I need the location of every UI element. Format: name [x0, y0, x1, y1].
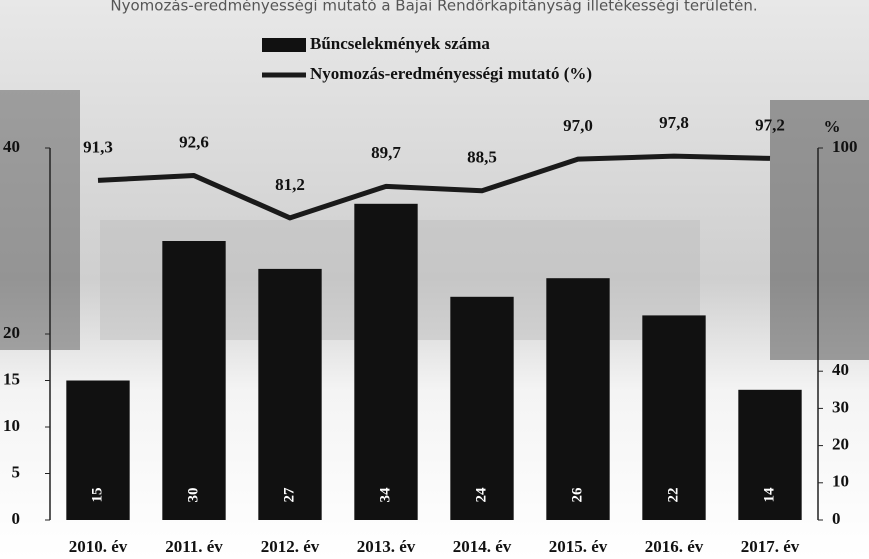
y-tick-label: 40	[3, 137, 20, 156]
x-tick-label: 2011. év	[165, 537, 223, 556]
bar-value-label: 34	[377, 487, 393, 503]
x-tick-label: 2017. év	[741, 537, 800, 556]
line-value-label: 81,2	[275, 175, 305, 194]
y-tick-label: 15	[3, 369, 20, 388]
bar	[642, 315, 706, 520]
chart-title: Nyomozás-eredményességi mutató a Bajai R…	[110, 0, 757, 15]
y2-axis-label: %	[824, 117, 841, 136]
line-value-label: 91,3	[83, 137, 113, 156]
bar	[354, 203, 418, 521]
y2-tick-label: 0	[832, 509, 841, 528]
tree-shape	[0, 90, 80, 350]
x-tick-label: 2013. év	[357, 537, 416, 556]
y2-tick-label: 20	[832, 435, 849, 454]
y-tick-label: 0	[12, 509, 21, 528]
y2-tick-label: 40	[832, 360, 849, 379]
x-tick-label: 2012. év	[261, 537, 320, 556]
y-tick-label: 20	[3, 323, 20, 342]
y2-tick-label: 10	[832, 472, 849, 491]
x-tick-label: 2016. év	[645, 537, 704, 556]
line-value-label: 97,0	[563, 116, 593, 135]
tree-shape	[770, 100, 869, 360]
x-tick-label: 2014. év	[453, 537, 512, 556]
bar-value-label: 27	[281, 487, 297, 503]
bar	[66, 380, 130, 520]
bar	[162, 241, 226, 520]
bar	[258, 268, 322, 520]
bar-value-label: 24	[473, 487, 489, 503]
bar-value-label: 30	[185, 488, 201, 503]
y-tick-label: 10	[3, 416, 20, 435]
legend-label: Nyomozás-eredményességi mutató (%)	[310, 64, 592, 83]
x-tick-label: 2015. év	[549, 537, 608, 556]
bar-value-label: 26	[569, 487, 585, 503]
line-value-label: 97,8	[659, 113, 689, 132]
line-value-label: 97,2	[755, 115, 785, 134]
line	[97, 153, 771, 221]
x-tick-label: 2010. év	[69, 537, 128, 556]
line-value-label: 88,5	[467, 148, 497, 167]
bar-value-label: 15	[89, 488, 105, 503]
legend-swatch	[262, 38, 306, 52]
y2-tick-label: 30	[832, 397, 849, 416]
legend-label: Bűncselekmények száma	[310, 34, 490, 53]
bar-value-label: 14	[761, 487, 777, 503]
line-value-label: 92,6	[179, 132, 209, 151]
bar	[738, 389, 802, 520]
bar	[546, 278, 610, 520]
bar	[450, 296, 514, 520]
y-tick-label: 5	[12, 462, 21, 481]
line-value-label: 89,7	[371, 143, 401, 162]
bar-value-label: 22	[665, 488, 681, 503]
y2-tick-label: 100	[832, 137, 858, 156]
